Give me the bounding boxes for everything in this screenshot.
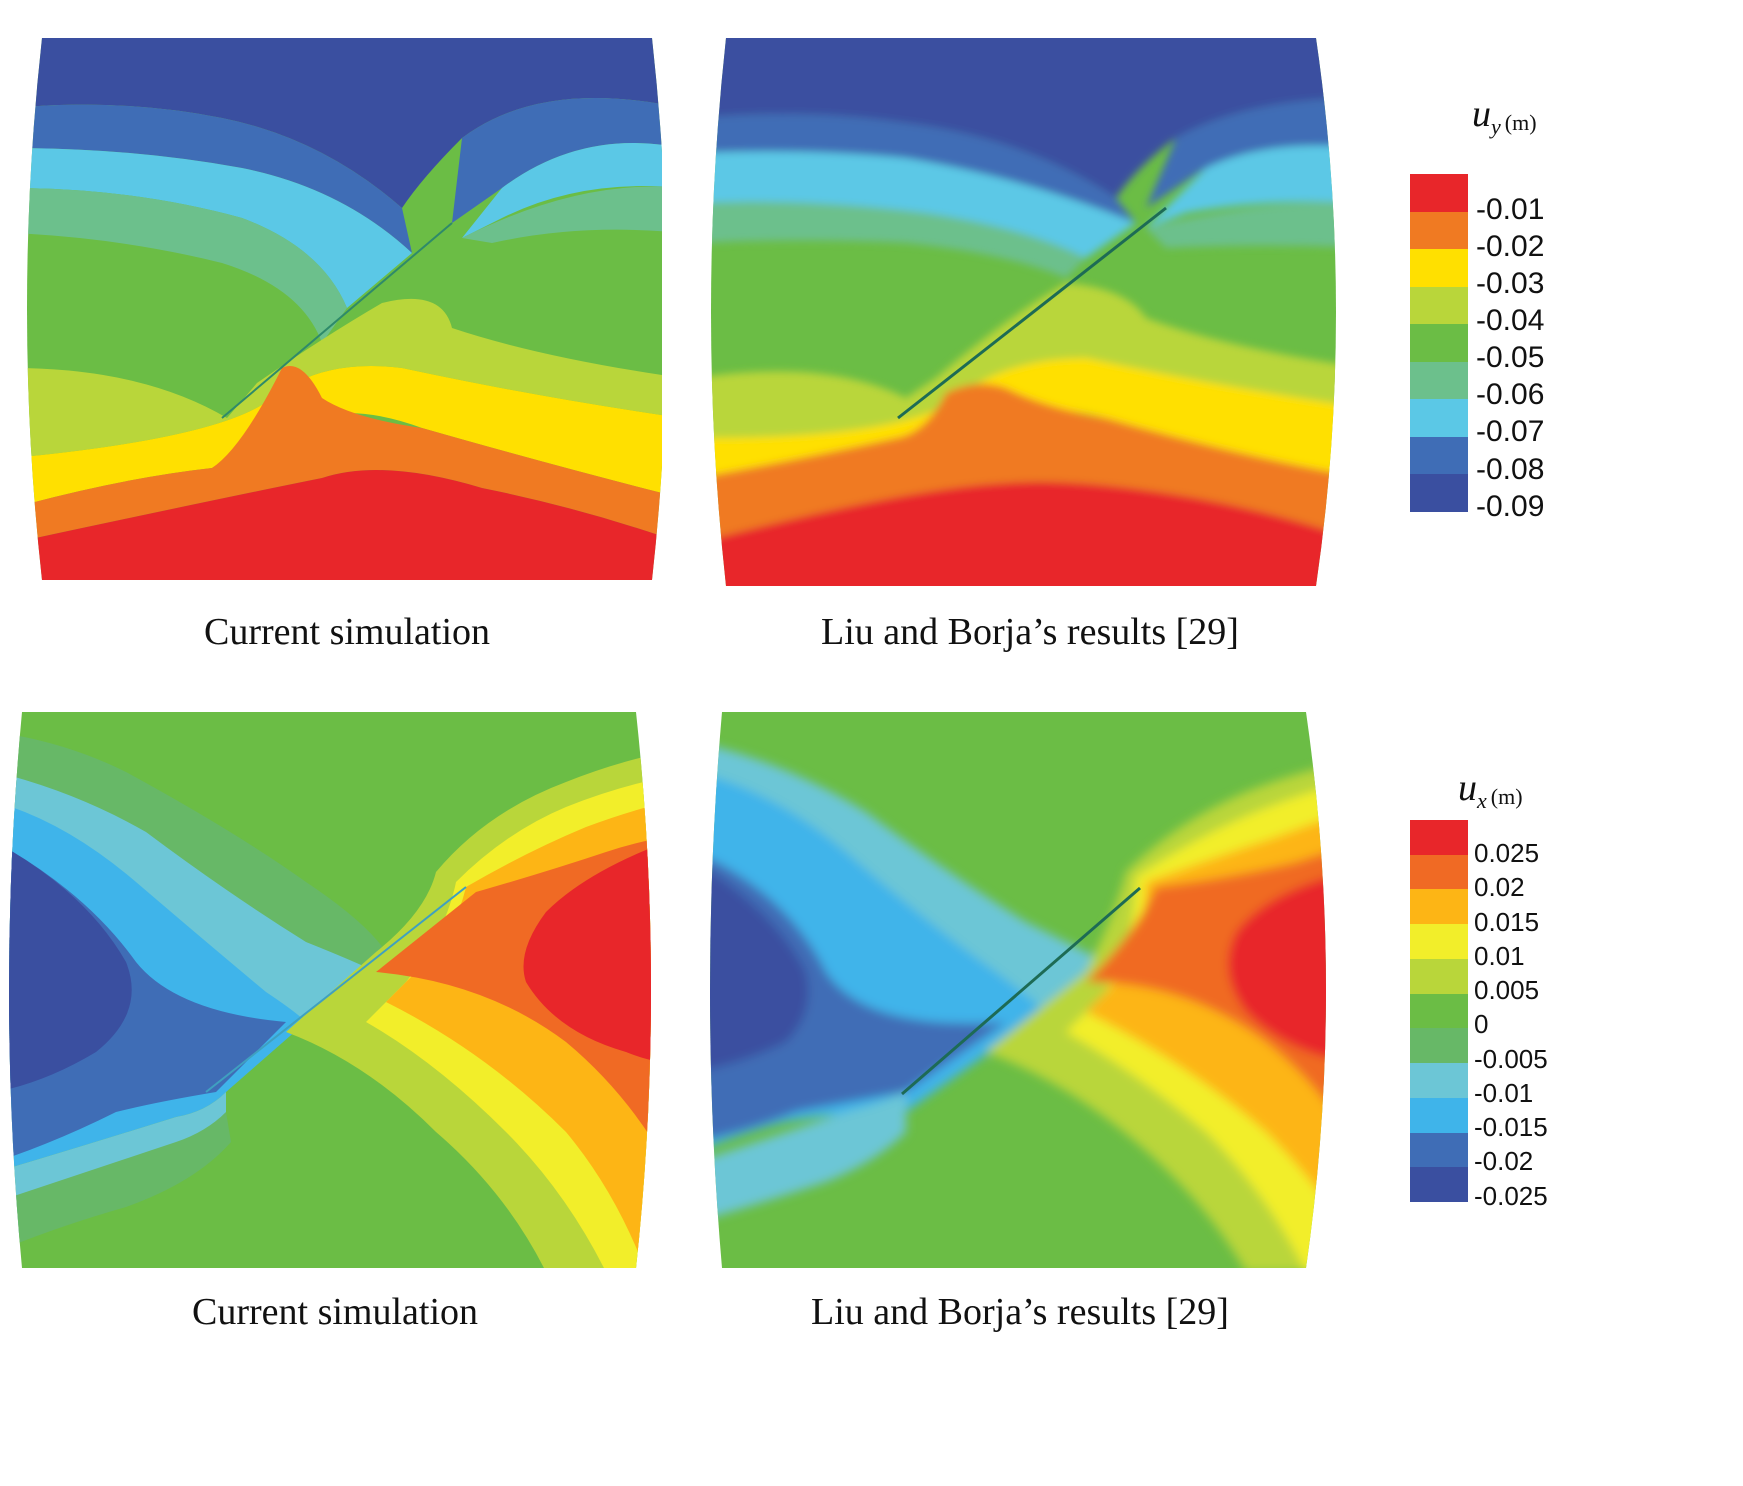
caption-ux-liu: Liu and Borja’s results [29] — [811, 1291, 1229, 1333]
legend_uy-tick-label-5: -0.06 — [1476, 378, 1545, 412]
caption-uy-current: Current simulation — [203, 611, 491, 653]
ux-subscript: x — [1477, 788, 1487, 813]
legend_uy-swatch-6 — [1410, 399, 1468, 438]
legend_uy-tick-label-7: -0.08 — [1476, 452, 1545, 486]
ux-unit: (m) — [1490, 784, 1523, 809]
legend_uy-tick-label-0: -0.01 — [1476, 192, 1545, 226]
legend_uy-tick-label-3: -0.04 — [1476, 303, 1545, 337]
legend_uy-swatch-8 — [1410, 474, 1468, 513]
legend_ux-swatch-9 — [1410, 1132, 1468, 1168]
legend_uy-tick-label-8: -0.09 — [1476, 489, 1545, 523]
legend_ux-tick-label-0: 0.025 — [1474, 838, 1540, 869]
legend_uy-tick-label-4: -0.05 — [1476, 341, 1545, 375]
legend_uy-swatch-1 — [1410, 211, 1468, 250]
ux-symbol: u — [1458, 767, 1477, 809]
ux-current-contour — [6, 712, 666, 1268]
legend_ux-swatch-0 — [1410, 820, 1468, 856]
legend_ux-swatch-5 — [1410, 993, 1468, 1029]
legend_ux-swatch-7 — [1410, 1063, 1468, 1099]
uy-unit: (m) — [1504, 110, 1537, 135]
legend_ux-tick-label-8: -0.015 — [1474, 1112, 1548, 1143]
legend_uy-swatch-7 — [1410, 436, 1468, 475]
uy-liu-contour — [706, 38, 1346, 586]
uy-symbol: u — [1472, 93, 1491, 135]
legend_uy-swatch-2 — [1410, 249, 1468, 288]
ux-liu-contour — [706, 712, 1346, 1268]
legend_uy-swatch-0 — [1410, 174, 1468, 213]
legend_ux-swatch-8 — [1410, 1097, 1468, 1134]
caption-uy-liu: Liu and Borja’s results [29] — [821, 611, 1239, 653]
legend_ux-tick-label-3: 0.01 — [1474, 940, 1525, 971]
legend_ux-swatch-4 — [1410, 958, 1468, 995]
legend_ux-tick-label-7: -0.01 — [1474, 1077, 1534, 1108]
legend_ux-tick-label-6: -0.005 — [1474, 1043, 1548, 1074]
uy-subscript: y — [1491, 114, 1501, 139]
legend_ux-tick-label-2: 0.015 — [1474, 906, 1540, 937]
caption-ux-current: Current simulation — [191, 1291, 479, 1333]
legend_uy-swatch-5 — [1410, 361, 1468, 400]
legend_ux-tick-label-4: 0.005 — [1474, 975, 1540, 1006]
legend_uy-swatch-3 — [1410, 286, 1468, 325]
legend_ux-swatch-3 — [1410, 924, 1468, 960]
uy-legend-title: uy (m) — [1472, 92, 1537, 139]
legend_ux-swatch-10 — [1410, 1167, 1468, 1203]
legend_ux-swatch-1 — [1410, 854, 1468, 890]
legend_uy-tick-label-1: -0.02 — [1476, 229, 1545, 263]
legend_uy-tick-label-6: -0.07 — [1476, 415, 1545, 449]
legend_ux-swatch-2 — [1410, 889, 1468, 925]
legend_ux-tick-label-1: 0.02 — [1474, 872, 1525, 903]
legend_uy-tick-label-2: -0.03 — [1476, 266, 1545, 300]
uy-current-contour — [22, 38, 662, 580]
legend_ux-swatch-6 — [1410, 1028, 1468, 1064]
ux-legend-title: ux (m) — [1458, 766, 1523, 813]
legend_ux-tick-label-5: 0 — [1474, 1009, 1489, 1040]
legend_uy-swatch-4 — [1410, 324, 1468, 363]
legend_ux-tick-label-9: -0.02 — [1474, 1146, 1534, 1177]
legend_ux-tick-label-10: -0.025 — [1474, 1180, 1548, 1211]
